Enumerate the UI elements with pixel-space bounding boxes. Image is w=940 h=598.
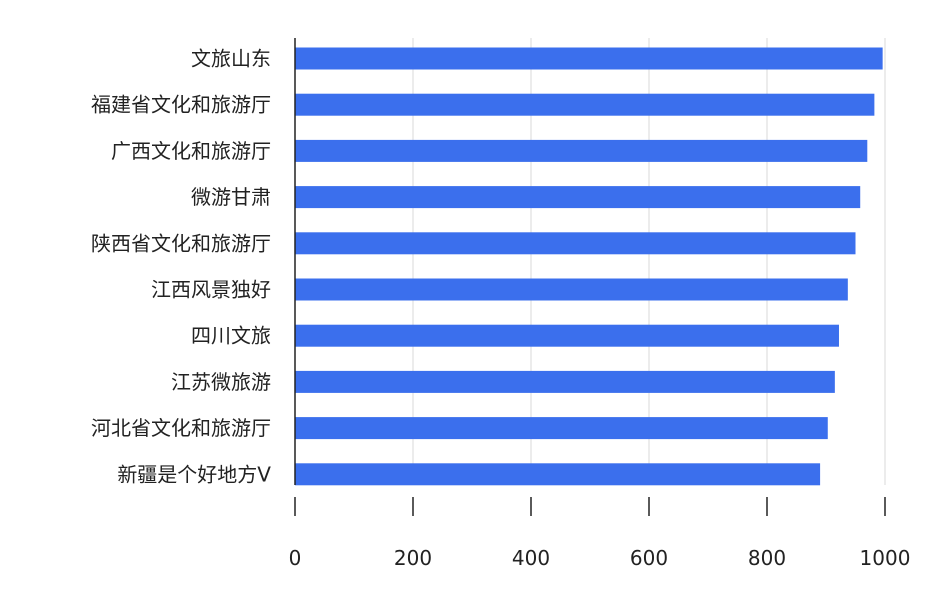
bar-8	[295, 370, 835, 393]
category-label: 江西风景独好	[151, 278, 271, 302]
category-label: 文旅山东	[191, 47, 271, 71]
x-tick-label: 800	[748, 546, 786, 570]
bars	[295, 47, 883, 486]
x-tick-label: 200	[394, 546, 432, 570]
category-label: 河北省文化和旅游厅	[91, 416, 271, 440]
x-tick-label: 0	[289, 546, 302, 570]
x-tick-label: 400	[512, 546, 550, 570]
bar-2	[295, 93, 875, 116]
category-label: 广西文化和旅游厅	[111, 139, 271, 163]
x-tick-label: 1000	[860, 546, 911, 570]
category-label: 微游甘肃	[191, 185, 271, 209]
bar-7	[295, 324, 839, 347]
bar-10	[295, 463, 821, 486]
category-label: 新疆是个好地方V	[117, 462, 271, 486]
category-label: 四川文旅	[191, 324, 271, 348]
bar-6	[295, 278, 848, 301]
bar-1	[295, 47, 883, 70]
category-labels: 文旅山东福建省文化和旅游厅广西文化和旅游厅微游甘肃陕西省文化和旅游厅江西风景独好…	[91, 47, 271, 487]
bar-4	[295, 186, 861, 209]
x-axis: 0 200 400 600 800 1000	[289, 38, 911, 570]
category-label: 福建省文化和旅游厅	[91, 93, 271, 117]
bar-5	[295, 232, 856, 255]
x-tick-label: 600	[630, 546, 668, 570]
category-label: 江苏微旅游	[171, 370, 271, 394]
bar-9	[295, 417, 828, 440]
category-label: 陕西省文化和旅游厅	[91, 231, 271, 255]
bar-3	[295, 139, 868, 162]
